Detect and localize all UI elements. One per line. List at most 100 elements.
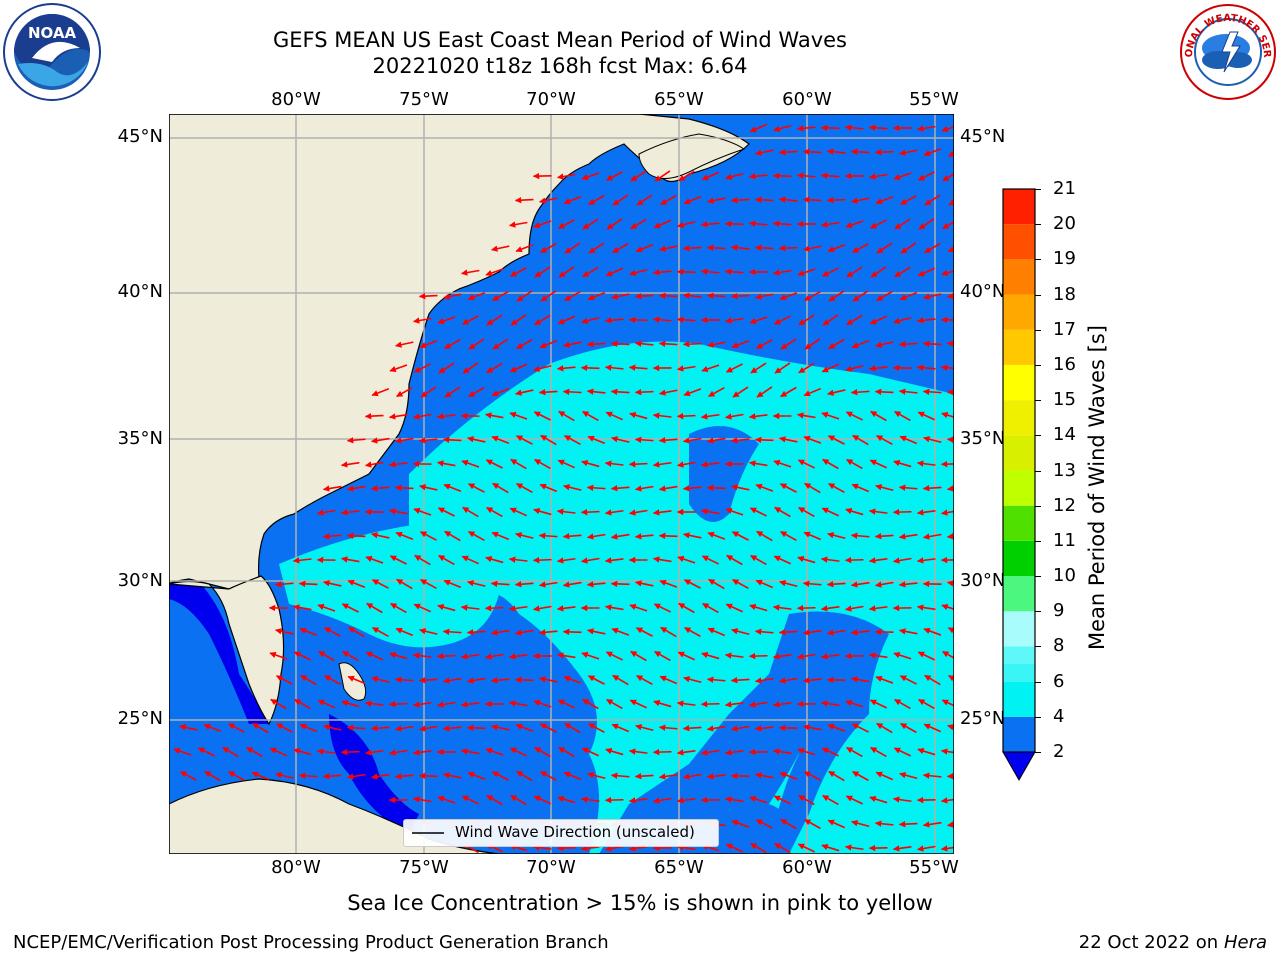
wind-wave-arrow [772, 748, 792, 755]
wind-wave-arrow [292, 557, 312, 564]
wind-wave-arrow [724, 220, 744, 228]
colorbar-tick-mark [1035, 646, 1041, 648]
wind-wave-arrow [556, 365, 576, 372]
wind-wave-arrow [558, 746, 575, 758]
wind-wave-arrow [893, 747, 911, 757]
wind-wave-arrow [940, 364, 954, 371]
noaa-logo: NOAA [3, 3, 101, 101]
wind-wave-arrow [252, 722, 269, 734]
wind-wave-arrow [755, 772, 774, 779]
wind-wave-arrow [682, 437, 702, 444]
wind-wave-arrow [874, 148, 894, 156]
wind-wave-arrow [532, 605, 552, 612]
wind-wave-arrow [628, 748, 648, 755]
wind-wave-arrow [754, 677, 774, 684]
wind-wave-arrow [418, 725, 438, 732]
wind-wave-arrow [588, 242, 605, 254]
wind-wave-arrow [347, 675, 366, 685]
wind-wave-arrow [322, 773, 342, 780]
wind-wave-arrow [204, 770, 221, 782]
colorbar-tick-label: 21 [1053, 178, 1076, 199]
wind-wave-arrow [851, 676, 870, 683]
wind-wave-arrow [442, 725, 462, 732]
wind-wave-arrow [868, 652, 888, 659]
wind-wave-arrow [444, 530, 461, 542]
wind-wave-arrow [466, 677, 486, 684]
wind-wave-arrow [923, 723, 942, 733]
wind-wave-arrow [436, 701, 456, 708]
wind-wave-arrow [534, 458, 551, 470]
wind-wave-arrow [293, 604, 312, 611]
wind-wave-arrow [390, 602, 407, 614]
wind-wave-arrow [316, 748, 336, 755]
wind-wave-arrow [676, 316, 696, 323]
wind-wave-arrow [773, 555, 792, 565]
wind-wave-arrow [748, 220, 768, 227]
wind-wave-arrow [850, 389, 870, 396]
wind-wave-arrow [634, 773, 654, 780]
wind-wave-arrow [706, 725, 726, 732]
wind-wave-arrow [538, 388, 558, 396]
wind-wave-arrow [922, 533, 942, 540]
wind-wave-arrow [797, 268, 816, 277]
wind-wave-arrow [324, 675, 341, 685]
wind-wave-arrow [443, 483, 462, 493]
wind-wave-arrow [869, 459, 888, 469]
wind-wave-arrow [875, 196, 894, 205]
wind-wave-arrow [510, 314, 527, 326]
colorbar-tick-label: 15 [1053, 389, 1076, 411]
wind-wave-arrow [630, 218, 647, 230]
wind-wave-arrow [946, 533, 954, 540]
wind-wave-arrow [802, 148, 822, 156]
wind-wave-arrow [946, 293, 954, 300]
wind-wave-arrow [677, 651, 696, 661]
wind-wave-arrow [556, 173, 576, 180]
wind-wave-arrow [557, 459, 576, 469]
wind-wave-arrow [514, 196, 534, 204]
wind-wave-arrow [605, 411, 624, 421]
wind-wave-arrow [845, 220, 864, 229]
wind-wave-arrow [724, 652, 744, 659]
wind-wave-arrow [700, 268, 720, 275]
wind-wave-arrow [508, 556, 528, 563]
wind-wave-arrow [533, 364, 552, 372]
wind-wave-arrow [418, 437, 438, 444]
wind-wave-arrow [893, 460, 912, 468]
wind-wave-arrow [893, 316, 912, 324]
wind-wave-arrow [652, 556, 672, 563]
wind-wave-arrow [923, 436, 942, 444]
colorbar-tick-mark [1035, 470, 1041, 472]
wind-wave-arrow [754, 436, 774, 444]
wind-wave-arrow [466, 629, 486, 636]
wind-wave-arrow [917, 651, 935, 661]
wind-wave-arrow [532, 556, 552, 564]
wind-wave-arrow [635, 627, 653, 637]
wind-wave-arrow [509, 747, 527, 757]
wind-wave-arrow [946, 772, 954, 780]
wind-wave-arrow [485, 747, 504, 756]
wind-wave-arrow [442, 677, 462, 684]
wind-wave-arrow [724, 749, 744, 756]
wind-wave-arrow [798, 506, 815, 518]
wind-wave-arrow [467, 771, 486, 780]
colorbar-bin [1003, 364, 1035, 401]
wind-wave-arrow [916, 125, 936, 132]
wind-wave-arrow [653, 219, 672, 229]
wind-wave-arrow [869, 795, 888, 804]
wind-wave-arrow [892, 557, 912, 564]
wind-wave-arrow [364, 412, 384, 420]
wind-wave-arrow [418, 772, 438, 780]
wind-wave-arrow [420, 579, 437, 589]
wind-wave-arrow [298, 772, 318, 779]
wind-wave-arrow [947, 627, 954, 634]
wind-wave-arrow [898, 484, 918, 491]
wind-wave-arrow [821, 747, 839, 757]
wind-wave-arrow [683, 676, 702, 684]
wind-wave-arrow [270, 698, 287, 710]
wind-wave-arrow [365, 555, 384, 564]
wind-wave-arrow [580, 845, 600, 852]
wind-wave-arrow [803, 724, 822, 731]
wind-wave-arrow [484, 653, 504, 660]
wind-wave-arrow [828, 290, 845, 302]
wind-wave-arrow [394, 773, 414, 780]
